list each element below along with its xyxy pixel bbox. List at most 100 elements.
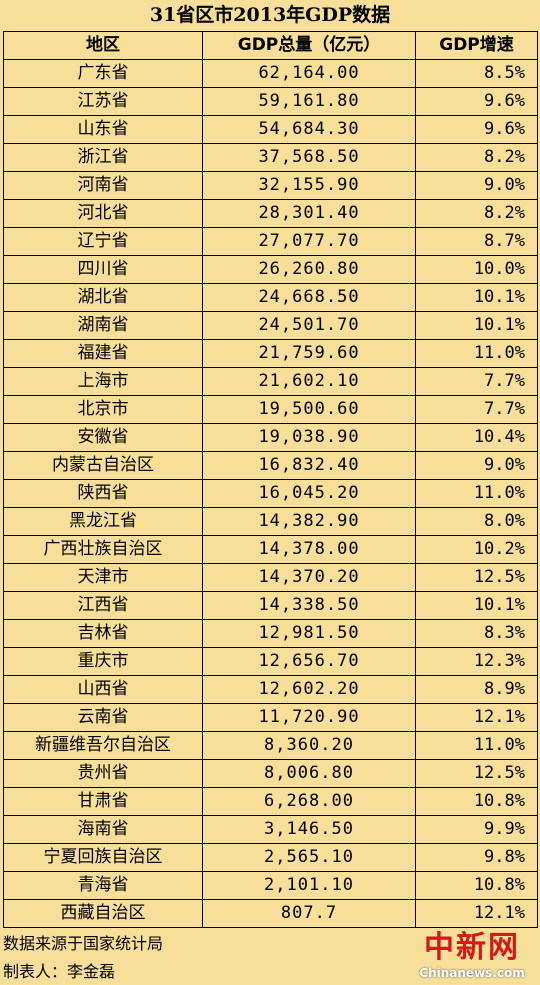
table-row: 上海市 21,602.10 7.7% xyxy=(3,367,538,396)
table-row: 海南省 3,146.50 9.9% xyxy=(3,815,538,844)
cell-gdp: 12,602.20 xyxy=(202,675,416,704)
cell-growth: 8.2% xyxy=(415,199,538,228)
cell-region: 山东省 xyxy=(3,115,203,144)
cell-growth: 9.8% xyxy=(415,843,538,872)
cell-growth: 11.0% xyxy=(415,731,538,760)
cell-gdp: 6,268.00 xyxy=(202,787,416,816)
cell-region: 湖南省 xyxy=(3,311,203,340)
cell-growth: 8.9% xyxy=(415,675,538,704)
cell-region: 江西省 xyxy=(3,591,203,620)
cell-region: 海南省 xyxy=(3,815,203,844)
table-row: 北京市 19,500.60 7.7% xyxy=(3,395,538,424)
table-row: 云南省 11,720.90 12.1% xyxy=(3,703,538,732)
table-row: 甘肃省 6,268.00 10.8% xyxy=(3,787,538,816)
cell-growth: 11.0% xyxy=(415,339,538,368)
cell-growth: 10.1% xyxy=(415,311,538,340)
cell-gdp: 12,656.70 xyxy=(202,647,416,676)
table-row: 吉林省 12,981.50 8.3% xyxy=(3,619,538,648)
cell-gdp: 807.7 xyxy=(202,899,416,928)
cell-region: 云南省 xyxy=(3,703,203,732)
cell-gdp: 21,759.60 xyxy=(202,339,416,368)
cell-region: 河南省 xyxy=(3,171,203,200)
cell-growth: 9.6% xyxy=(415,115,538,144)
cell-region: 重庆市 xyxy=(3,647,203,676)
table-row: 黑龙江省 14,382.90 8.0% xyxy=(3,507,538,536)
cell-region: 湖北省 xyxy=(3,283,203,312)
cell-region: 江苏省 xyxy=(3,87,203,116)
cell-region: 陕西省 xyxy=(3,479,203,508)
cell-region: 内蒙古自治区 xyxy=(3,451,203,480)
cell-gdp: 19,038.90 xyxy=(202,423,416,452)
watermark-cn: 中新网 xyxy=(424,930,520,965)
table-row: 湖北省 24,668.50 10.1% xyxy=(3,283,538,312)
cell-gdp: 24,501.70 xyxy=(202,311,416,340)
chinanews-watermark: 中新网 Chinanews.com xyxy=(412,930,532,982)
cell-growth: 8.5% xyxy=(415,59,538,88)
table-row: 江西省 14,338.50 10.1% xyxy=(3,591,538,620)
cell-growth: 10.0% xyxy=(415,255,538,284)
table-body: 广东省 62,164.00 8.5% 江苏省 59,161.80 9.6% 山东省 54,68… xyxy=(3,59,538,928)
cell-gdp: 2,565.10 xyxy=(202,843,416,872)
cell-region: 安徽省 xyxy=(3,423,203,452)
cell-gdp: 11,720.90 xyxy=(202,703,416,732)
cell-growth: 10.2% xyxy=(415,535,538,564)
cell-gdp: 54,684.30 xyxy=(202,115,416,144)
table-row: 西藏自治区 807.7 12.1% xyxy=(3,899,538,928)
cell-growth: 12.5% xyxy=(415,759,538,788)
table-row: 内蒙古自治区 16,832.40 9.0% xyxy=(3,451,538,480)
cell-region: 黑龙江省 xyxy=(3,507,203,536)
table-header-row: 地区 GDP总量（亿元） GDP增速 xyxy=(3,31,538,60)
column-header-region: 地区 xyxy=(3,31,203,60)
cell-gdp: 16,045.20 xyxy=(202,479,416,508)
cell-gdp: 8,006.80 xyxy=(202,759,416,788)
cell-gdp: 27,077.70 xyxy=(202,227,416,256)
table-row: 广西壮族自治区 14,378.00 10.2% xyxy=(3,535,538,564)
table-row: 广东省 62,164.00 8.5% xyxy=(3,59,538,88)
cell-growth: 9.6% xyxy=(415,87,538,116)
table-row: 浙江省 37,568.50 8.2% xyxy=(3,143,538,172)
cell-growth: 8.3% xyxy=(415,619,538,648)
cell-growth: 8.7% xyxy=(415,227,538,256)
cell-region: 新疆维吾尔自治区 xyxy=(3,731,203,760)
watermark-en: Chinanews.com xyxy=(419,966,525,980)
table-row: 河南省 32,155.90 9.0% xyxy=(3,171,538,200)
cell-region: 吉林省 xyxy=(3,619,203,648)
cell-gdp: 14,382.90 xyxy=(202,507,416,536)
cell-gdp: 14,338.50 xyxy=(202,591,416,620)
column-header-growth: GDP增速 xyxy=(415,31,538,60)
cell-gdp: 12,981.50 xyxy=(202,619,416,648)
cell-growth: 10.4% xyxy=(415,423,538,452)
cell-gdp: 3,146.50 xyxy=(202,815,416,844)
column-header-gdp: GDP总量（亿元） xyxy=(202,31,416,60)
table-row: 宁夏回族自治区 2,565.10 9.8% xyxy=(3,843,538,872)
table-row: 贵州省 8,006.80 12.5% xyxy=(3,759,538,788)
cell-growth: 12.5% xyxy=(415,563,538,592)
table-row: 新疆维吾尔自治区 8,360.20 11.0% xyxy=(3,731,538,760)
table-row: 山西省 12,602.20 8.9% xyxy=(3,675,538,704)
cell-gdp: 8,360.20 xyxy=(202,731,416,760)
cell-growth: 9.0% xyxy=(415,171,538,200)
cell-region: 北京市 xyxy=(3,395,203,424)
table-row: 福建省 21,759.60 11.0% xyxy=(3,339,538,368)
cell-region: 福建省 xyxy=(3,339,203,368)
cell-growth: 11.0% xyxy=(415,479,538,508)
gdp-table: 地区 GDP总量（亿元） GDP增速 广东省 62,164.00 8.5% 江苏省 59… xyxy=(3,31,538,928)
cell-region: 贵州省 xyxy=(3,759,203,788)
cell-region: 辽宁省 xyxy=(3,227,203,256)
cell-growth: 12.1% xyxy=(415,703,538,732)
cell-growth: 8.0% xyxy=(415,507,538,536)
cell-gdp: 28,301.40 xyxy=(202,199,416,228)
table-row: 四川省 26,260.80 10.0% xyxy=(3,255,538,284)
cell-growth: 9.0% xyxy=(415,451,538,480)
cell-gdp: 21,602.10 xyxy=(202,367,416,396)
table-row: 重庆市 12,656.70 12.3% xyxy=(3,647,538,676)
author-note: 制表人：李金磊 xyxy=(3,962,116,981)
cell-region: 宁夏回族自治区 xyxy=(3,843,203,872)
table-row: 湖南省 24,501.70 10.1% xyxy=(3,311,538,340)
table-row: 天津市 14,370.20 12.5% xyxy=(3,563,538,592)
cell-region: 甘肃省 xyxy=(3,787,203,816)
cell-growth: 10.8% xyxy=(415,787,538,816)
table-row: 安徽省 19,038.90 10.4% xyxy=(3,423,538,452)
cell-gdp: 24,668.50 xyxy=(202,283,416,312)
